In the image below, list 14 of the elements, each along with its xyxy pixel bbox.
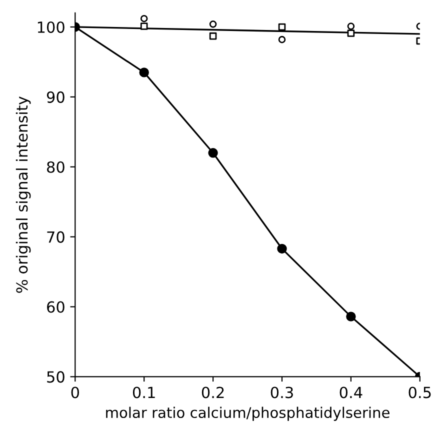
x-tick-label: 0.4 <box>340 386 362 398</box>
y-tick-label: 80 <box>47 161 64 173</box>
y-tick-label: 100 <box>38 21 64 33</box>
x-axis-title: molar ratio calcium/phosphatidylserine <box>106 406 390 421</box>
x-tick-label: 0.2 <box>202 386 224 398</box>
y-tick-label: 70 <box>47 231 64 243</box>
x-tick-label: 0 <box>71 386 79 398</box>
y-tick-label: 50 <box>47 371 64 383</box>
x-tick-label: 0.1 <box>132 386 155 398</box>
y-tick-label: 90 <box>46 91 64 103</box>
x-tick-label: 0.5 <box>408 386 431 398</box>
y-axis-title: % original signal intensity <box>16 96 31 293</box>
x-tick-label: 0.3 <box>270 386 293 398</box>
y-tick-label: 60 <box>47 301 64 313</box>
